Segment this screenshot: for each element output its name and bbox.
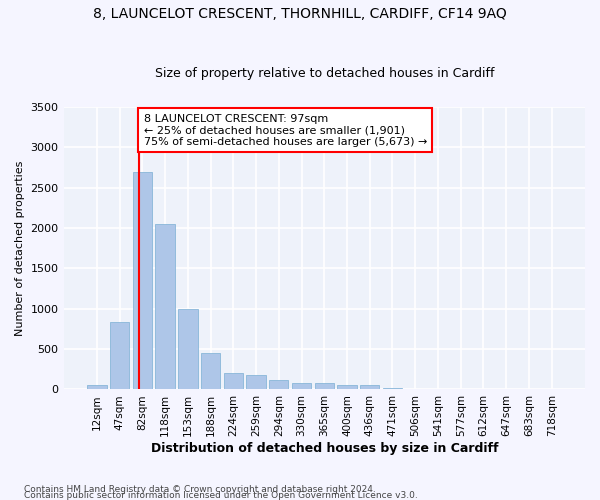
Bar [269, 380, 289, 390]
Bar [247, 376, 266, 390]
Bar [201, 353, 220, 390]
Bar [178, 309, 197, 390]
Bar [314, 383, 334, 390]
Bar [360, 386, 379, 390]
Bar [428, 389, 448, 390]
Bar [133, 172, 152, 390]
Bar [337, 384, 356, 390]
Text: Contains HM Land Registry data © Crown copyright and database right 2024.: Contains HM Land Registry data © Crown c… [24, 485, 376, 494]
Title: Size of property relative to detached houses in Cardiff: Size of property relative to detached ho… [155, 66, 494, 80]
Bar [87, 384, 107, 390]
Text: 8 LAUNCELOT CRESCENT: 97sqm
← 25% of detached houses are smaller (1,901)
75% of : 8 LAUNCELOT CRESCENT: 97sqm ← 25% of det… [143, 114, 427, 146]
Bar [292, 383, 311, 390]
Bar [110, 322, 130, 390]
Text: 8, LAUNCELOT CRESCENT, THORNHILL, CARDIFF, CF14 9AQ: 8, LAUNCELOT CRESCENT, THORNHILL, CARDIF… [93, 8, 507, 22]
Bar [406, 388, 425, 390]
Text: Contains public sector information licensed under the Open Government Licence v3: Contains public sector information licen… [24, 491, 418, 500]
X-axis label: Distribution of detached houses by size in Cardiff: Distribution of detached houses by size … [151, 442, 498, 455]
Bar [155, 224, 175, 390]
Bar [224, 374, 243, 390]
Y-axis label: Number of detached properties: Number of detached properties [15, 160, 25, 336]
Bar [383, 388, 402, 390]
